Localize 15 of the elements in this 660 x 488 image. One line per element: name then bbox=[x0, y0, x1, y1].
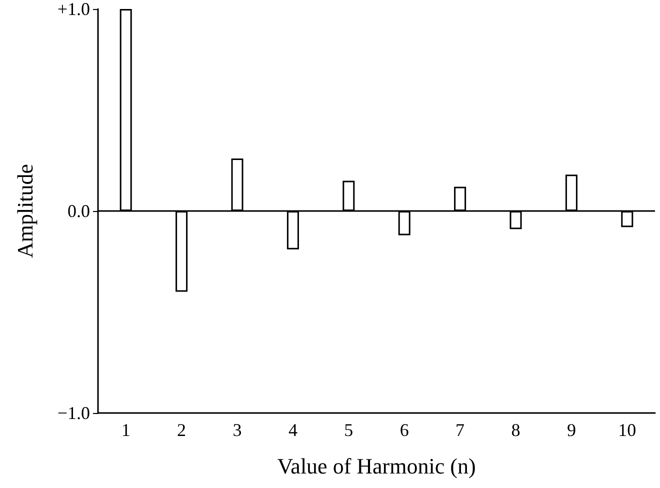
x-tick-label: 6 bbox=[400, 420, 409, 440]
y-tick-label: +1.0 bbox=[57, 0, 90, 19]
x-tick-label: 9 bbox=[566, 420, 576, 440]
x-tick-label: 2 bbox=[177, 420, 186, 440]
y-tick-label: −1.0 bbox=[57, 403, 90, 423]
x-tick-label: 5 bbox=[344, 420, 354, 440]
x-tick-label: 8 bbox=[511, 420, 520, 440]
y-tick-label: 0.0 bbox=[68, 201, 90, 221]
x-tick-label: 1 bbox=[121, 420, 130, 440]
x-axis-title: Value of Harmonic (n) bbox=[277, 454, 476, 478]
x-tick-label: 4 bbox=[288, 420, 298, 440]
x-tick-label: 7 bbox=[456, 420, 465, 440]
y-axis-title: Amplitude bbox=[12, 164, 38, 258]
x-tick-label: 3 bbox=[232, 420, 242, 440]
x-tick-label: 10 bbox=[618, 420, 636, 440]
